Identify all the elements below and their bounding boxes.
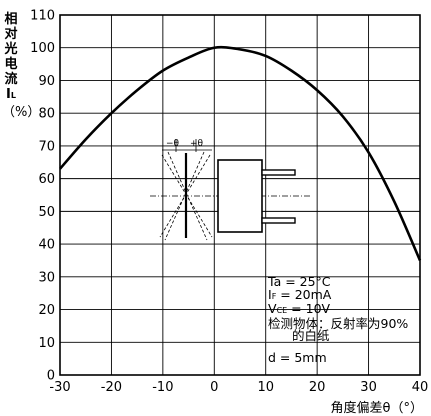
x-tick-label: -30 <box>49 380 70 395</box>
y-tick-label: 10 <box>38 336 55 351</box>
y-tick-label: 50 <box>38 205 55 220</box>
y-tick-label: 30 <box>38 270 55 285</box>
y-tick-label: 60 <box>38 172 55 187</box>
ann-object-2: 的白纸 <box>268 330 428 343</box>
inset-pin-bottom <box>262 218 295 223</box>
x-tick-label: 10 <box>257 380 274 395</box>
y-tick-label: 70 <box>38 139 55 154</box>
ann-distance: d = 5mm <box>268 352 428 365</box>
y-tick-label: 40 <box>38 238 55 253</box>
x-tick-labels: -30 -20 -10 0 10 20 30 40 <box>49 380 428 395</box>
inset-plus-theta: +θ <box>190 139 204 149</box>
x-tick-label: -20 <box>101 380 122 395</box>
ann-vce-val: = 10V <box>287 301 330 316</box>
x-axis-label: 角度偏差θ（°） <box>331 397 423 416</box>
y-tick-label: 110 <box>30 9 55 24</box>
x-tick-label: 40 <box>412 380 429 395</box>
y-tick-label: 80 <box>38 107 55 122</box>
ann-vce-sub: CE <box>277 306 288 315</box>
inset-pin-top <box>262 170 295 175</box>
conditions-annotation: Ta = 25°C IF = 20mA VCE = 10V 检测物体：反射率为9… <box>268 276 428 364</box>
x-tick-label: 20 <box>309 380 326 395</box>
y-label-symbol: IL <box>2 87 20 103</box>
y-tick-label: 90 <box>38 74 55 89</box>
y-tick-label: 20 <box>38 303 55 318</box>
y-label-char: 电 <box>2 57 20 72</box>
y-label-unit: （%） <box>2 105 20 120</box>
ann-if-val: = 20mA <box>276 287 331 302</box>
inset-sensor-body <box>218 160 262 232</box>
y-label-char: 相 <box>2 12 20 27</box>
x-tick-label: -10 <box>152 380 173 395</box>
y-label-sub: L <box>11 91 16 100</box>
x-tick-label: 30 <box>360 380 377 395</box>
inset-diagram: −θ +θ <box>150 139 312 240</box>
y-axis-label: 相 对 光 电 流 IL （%） <box>2 12 20 120</box>
ann-vce-sym: V <box>268 301 277 316</box>
y-label-char: 光 <box>2 42 20 57</box>
x-tick-label: 0 <box>210 380 218 395</box>
y-label-char: 流 <box>2 72 20 87</box>
inset-minus-theta: −θ <box>166 139 180 149</box>
y-label-char: 对 <box>2 27 20 42</box>
y-tick-label: 100 <box>30 41 55 56</box>
